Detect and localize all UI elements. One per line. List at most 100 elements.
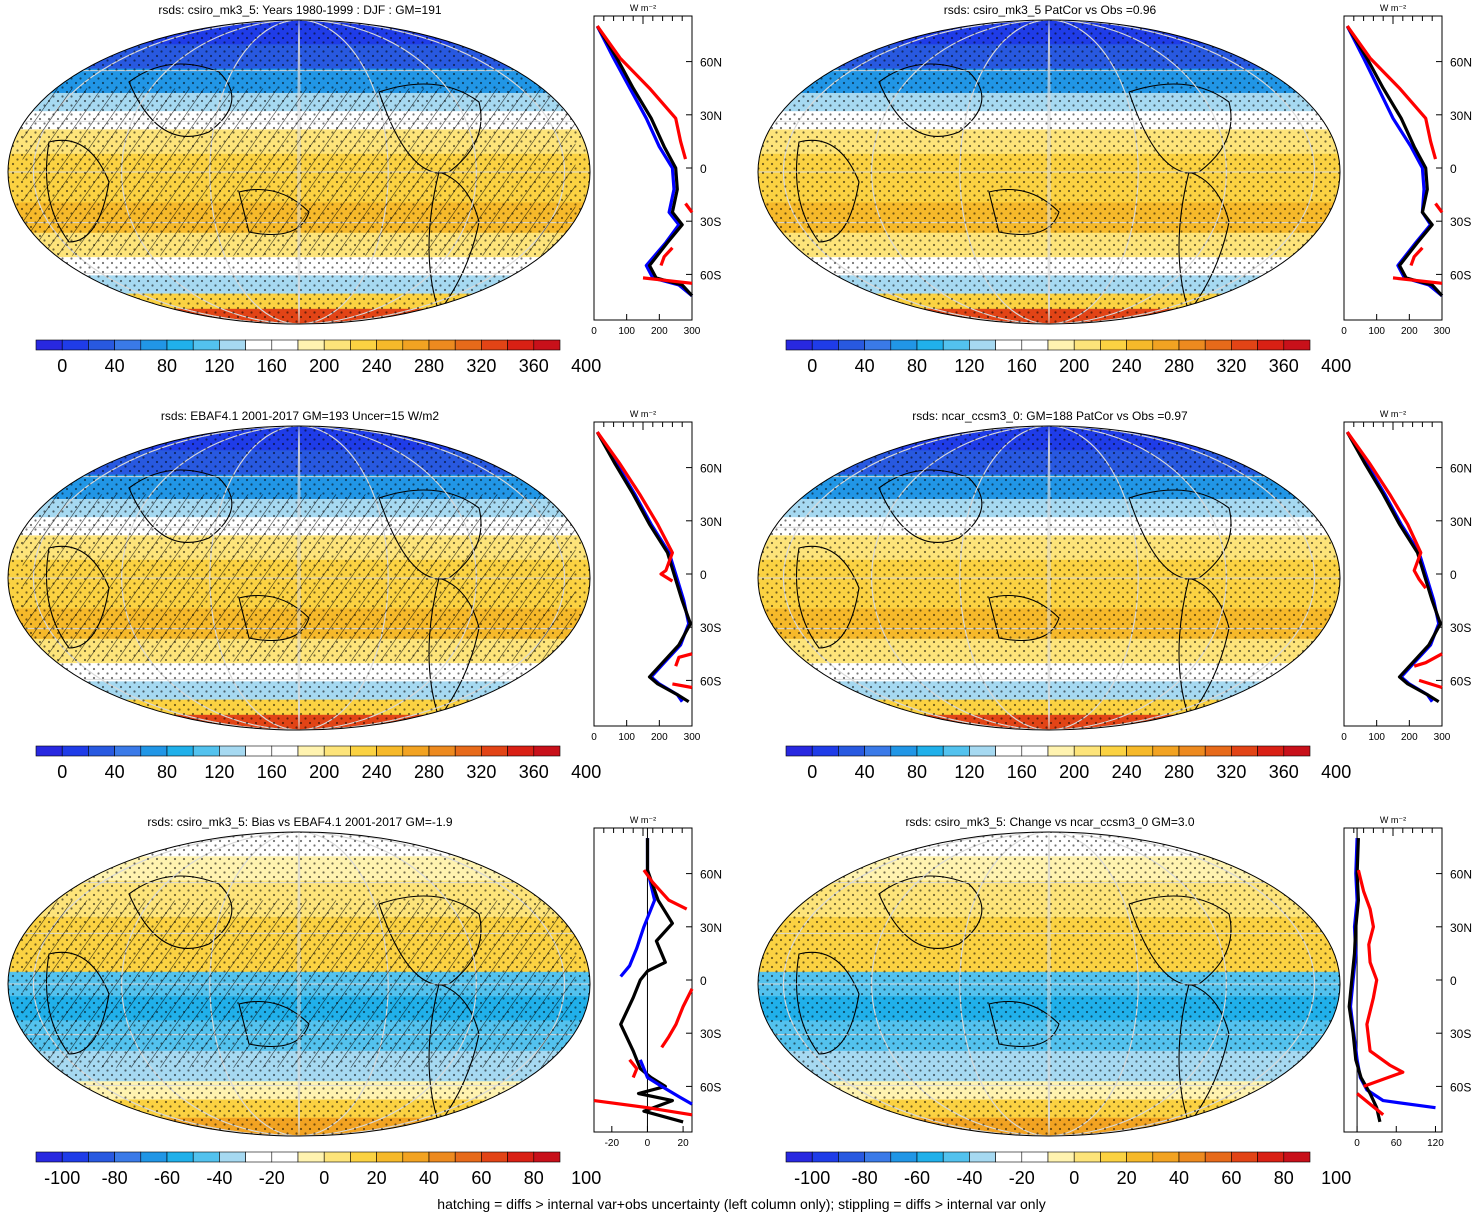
colorbar-swatch [1152, 1151, 1180, 1163]
profile-series-line [595, 25, 694, 297]
colorbar-tick-label: 200 [1059, 762, 1089, 782]
colorbar-tick-label: 80 [524, 1168, 544, 1188]
colorbar-swatch [507, 745, 535, 757]
colorbar-swatch [428, 339, 456, 351]
profile-y-tick-label: 60S [700, 1080, 721, 1094]
colorbar-swatch [1100, 339, 1127, 351]
profile-series-line [1356, 869, 1405, 1088]
profile-y-tick-label: 60S [700, 674, 721, 688]
profile-y-tick-label: 0 [1450, 568, 1457, 582]
profile-series-line [595, 431, 674, 583]
profile-series-line [1434, 202, 1444, 214]
chart-panel: rsds: csiro_mk3_5: Years 1980-1999 : DJF… [7, 3, 722, 376]
colorbar-swatch [166, 745, 194, 757]
colorbar-tick-label: 240 [362, 356, 392, 376]
colorbar-swatch [192, 745, 220, 757]
profile-y-tick-label: 30N [700, 109, 722, 123]
profile-y-tick-label: 30S [700, 215, 721, 229]
colorbar-tick-label: 100 [571, 1168, 601, 1188]
colorbar-swatch [481, 745, 508, 757]
colorbar-tick-label: 0 [319, 1168, 329, 1188]
profile-series-line [672, 682, 693, 690]
map-outline [7, 831, 591, 1137]
chart-panel: rsds: ncar_ccsm3_0: GM=188 PatCor vs Obs… [757, 409, 1472, 782]
colorbar-tick-label: 120 [954, 762, 984, 782]
profile-y-tick-label: 60S [700, 268, 721, 282]
colorbar-swatch [969, 745, 996, 757]
colorbar-tick-label: 240 [1112, 762, 1142, 782]
colorbar-tick-label: 400 [571, 762, 601, 782]
colorbar-swatch [1152, 745, 1180, 757]
colorbar-tick-label: -40 [956, 1168, 982, 1188]
colorbar-tick-label: 400 [1321, 356, 1351, 376]
profile-unit: W m⁻² [630, 409, 656, 419]
colorbar: 0 40 80 120 160 200 240 280 320 360 400 [785, 339, 1351, 376]
colorbar-tick-label: 20 [1117, 1168, 1137, 1188]
colorbar-tick-label: -80 [852, 1168, 878, 1188]
profile-series-line [1345, 25, 1438, 160]
profile-series-line [1345, 25, 1444, 297]
colorbar-tick-label: 80 [907, 356, 927, 376]
colorbar-swatch [811, 1151, 839, 1163]
map-outline [7, 425, 591, 731]
profile-x-tick-label: 20 [678, 1138, 690, 1149]
colorbar-swatch [890, 339, 918, 351]
profile-series-line [1418, 678, 1443, 690]
chart-panel: rsds: csiro_mk3_5 PatCor vs Obs =0.96 0 40… [757, 3, 1472, 376]
profile-series-line [1356, 1092, 1385, 1117]
colorbar-swatch [1021, 745, 1049, 757]
zonal-profile: W m⁻² 0 100 200 300 60N 30N 0 30S 60S [591, 3, 722, 337]
colorbar-tick-label: 360 [519, 356, 549, 376]
colorbar-swatch [376, 1151, 404, 1163]
colorbar-swatch [140, 339, 168, 351]
profile-series-line [1345, 431, 1442, 704]
profile-x-tick-label: 300 [1434, 326, 1451, 337]
colorbar-swatch [166, 339, 194, 351]
colorbar-swatch [1178, 1151, 1206, 1163]
hatching [22, 900, 576, 1068]
profile-series-line [1413, 652, 1443, 668]
stippling [758, 20, 1340, 324]
profile-y-tick-label: 0 [700, 568, 707, 582]
colorbar-swatch [323, 339, 351, 351]
panel-title: rsds: ncar_ccsm3_0: GM=188 PatCor vs Obs… [912, 409, 1188, 423]
zonal-profile: W m⁻² 0 100 200 300 60N 30N 0 30S 60S [1341, 409, 1472, 743]
colorbar-swatch [35, 1151, 63, 1163]
colorbar-swatch [481, 1151, 508, 1163]
colorbar-swatch [1047, 339, 1075, 351]
colorbar-tick-label: -40 [206, 1168, 232, 1188]
colorbar-tick-label: -20 [1009, 1168, 1035, 1188]
colorbar-swatch [864, 1151, 892, 1163]
colorbar-swatch [1100, 1151, 1127, 1163]
colorbar-swatch [114, 1151, 142, 1163]
profile-x-tick-label: 0 [591, 326, 597, 337]
profile-x-tick-label: 100 [618, 326, 635, 337]
map-area [758, 832, 1340, 1136]
colorbar-tick-label: 280 [414, 762, 444, 782]
profile-y-tick-label: 30S [1450, 215, 1471, 229]
colorbar-swatch [219, 1151, 246, 1163]
colorbar-tick-label: 240 [362, 762, 392, 782]
colorbar-tick-label: 160 [257, 762, 287, 782]
colorbar-swatch [192, 1151, 220, 1163]
colorbar-swatch [838, 1151, 865, 1163]
profile-series-line [684, 202, 694, 214]
profile-series-line [619, 838, 657, 978]
colorbar-swatch [297, 1151, 325, 1163]
profile-x-tick-label: 300 [1434, 732, 1451, 743]
colorbar-tick-label: 40 [855, 762, 875, 782]
colorbar-tick-label: 20 [367, 1168, 387, 1188]
colorbar-swatch [61, 745, 89, 757]
colorbar-tick-label: 320 [1216, 762, 1246, 782]
colorbar-swatch [995, 745, 1023, 757]
colorbar-swatch [811, 745, 839, 757]
colorbar-tick-label: 0 [807, 356, 817, 376]
colorbar-tick-label: 400 [1321, 762, 1351, 782]
map-outline [757, 425, 1341, 731]
colorbar-swatch [454, 1151, 482, 1163]
map-outline [757, 831, 1341, 1137]
colorbar-tick-label: 0 [57, 762, 67, 782]
colorbar-swatch [35, 745, 63, 757]
colorbar-swatch [1152, 339, 1180, 351]
chart-panel: rsds: EBAF4.1 2001-2017 GM=193 Uncer=15 … [7, 409, 722, 782]
